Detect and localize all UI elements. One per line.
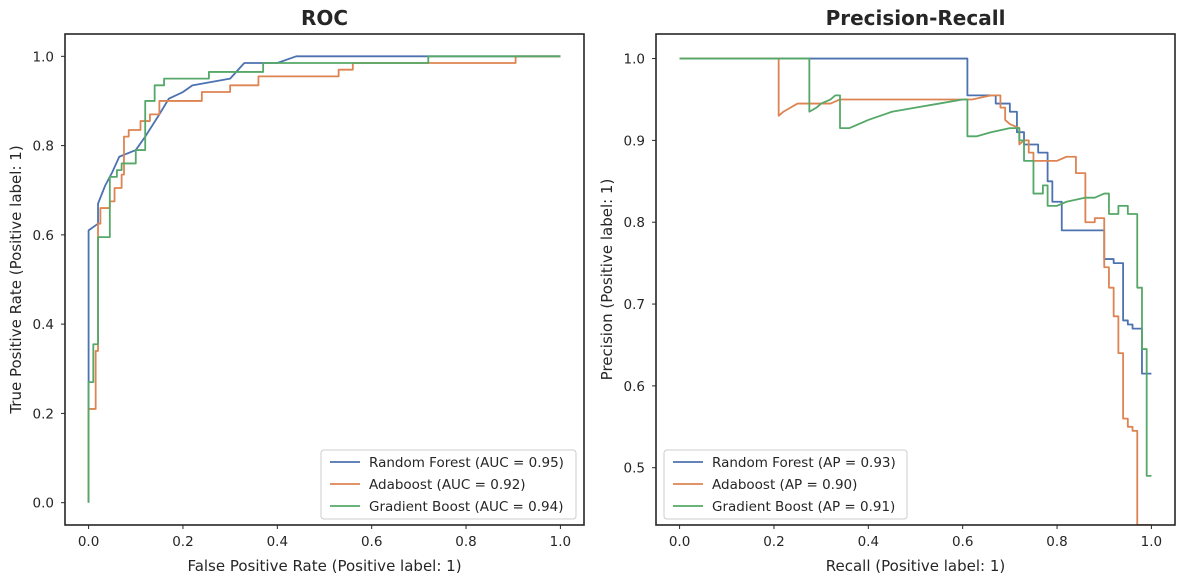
roc-xtick-label: 0.4 — [267, 534, 288, 550]
pr-panel: Precision-Recall 0.0 0.2 0.4 0.6 0.8 1.00.50.… — [598, 6, 1176, 575]
roc-legend-label-rf: Random Forest (AUC = 0.95) — [369, 455, 564, 471]
pr-curve-random-forest — [679, 57, 1152, 375]
roc-axes-frame — [64, 33, 585, 526]
roc-xtick-label: 0.6 — [361, 534, 382, 550]
roc-curve-random-forest — [87, 55, 561, 503]
roc-ytick-label: 0.6 — [33, 228, 54, 244]
pr-ytick-label: 0.7 — [624, 297, 645, 313]
pr-curve-gradient-boost — [679, 57, 1152, 477]
pr-ytick-label: 0.5 — [624, 461, 645, 477]
pr-legend: Random Forest (AP = 0.93) Adaboost (AP =… — [663, 449, 908, 520]
pr-xtick-label: 0.4 — [858, 534, 879, 550]
pr-ytick-label: 0.9 — [624, 133, 645, 149]
roc-ylabel: True Positive Rate (Positive label: 1) — [7, 145, 25, 414]
pr-legend-box — [663, 449, 908, 520]
pr-legend-label-ada: Adaboost (AP = 0.90) — [712, 477, 857, 493]
pr-xlabel: Recall (Positive label: 1) — [826, 557, 1005, 575]
pr-ylabel: Precision (Positive label: 1) — [598, 179, 616, 381]
pr-xtick-label: 0.2 — [763, 534, 784, 550]
roc-curve-gradient-boost — [87, 55, 561, 503]
roc-legend: Random Forest (AUC = 0.95) Adaboost (AUC… — [320, 449, 577, 520]
roc-ytick-label: 0.8 — [33, 139, 54, 155]
pr-xtick-label: 0.8 — [1046, 534, 1067, 550]
roc-legend-label-gb: Gradient Boost (AUC = 0.94) — [369, 499, 563, 515]
pr-legend-label-rf: Random Forest (AP = 0.93) — [712, 455, 896, 471]
roc-xtick-label: 0.0 — [78, 534, 99, 550]
roc-xtick-label: 0.2 — [172, 534, 193, 550]
roc-legend-box — [320, 449, 577, 520]
pr-title: Precision-Recall — [826, 6, 1006, 30]
roc-ytick-label: 1.0 — [33, 49, 54, 65]
roc-title: ROC — [301, 6, 348, 30]
pr-legend-label-gb: Gradient Boost (AP = 0.91) — [712, 499, 895, 515]
pr-axes-frame — [655, 33, 1176, 526]
roc-panel: ROC 0.0 0.2 0.4 0.6 0.8 1.0 0.0 0.2 0.4 0.6 0.8 1.0… — [7, 6, 585, 575]
roc-ytick-label: 0.2 — [33, 406, 54, 422]
pr-xtick-label: 0.6 — [952, 534, 973, 550]
roc-ytick-label: 0.0 — [33, 496, 54, 512]
pr-xtick-label: 0.0 — [669, 534, 690, 550]
pr-ytick-label: 0.6 — [624, 379, 645, 395]
pr-plot-area: 0.0 0.2 0.4 0.6 0.8 1.0 0.5 0.6 0.7 0.8 0.9 1.0 — [624, 52, 1163, 550]
roc-xtick-label: 1.0 — [550, 534, 571, 550]
pr-xtick-label: 1.0 — [1141, 534, 1162, 550]
roc-curve-adaboost — [87, 55, 561, 503]
pr-curve-adaboost — [679, 57, 1152, 525]
roc-xlabel: False Positive Rate (Positive label: 1) — [187, 557, 461, 575]
roc-plot-area: 0.0 0.2 0.4 0.6 0.8 1.0 0.0 0.2 0.4 0.6 0.8 1.0 — [33, 49, 572, 550]
roc-ytick-label: 0.4 — [33, 317, 54, 333]
roc-xtick-label: 0.8 — [455, 534, 476, 550]
pr-ytick-label: 1.0 — [624, 52, 645, 68]
pr-ytick-label: 0.8 — [624, 215, 645, 231]
roc-legend-label-ada: Adaboost (AUC = 0.92) — [369, 477, 526, 493]
